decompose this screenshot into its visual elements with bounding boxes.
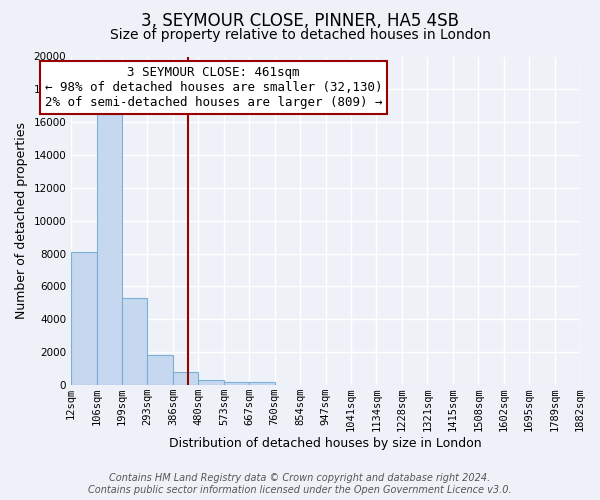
Text: 3 SEYMOUR CLOSE: 461sqm
← 98% of detached houses are smaller (32,130)
2% of semi: 3 SEYMOUR CLOSE: 461sqm ← 98% of detache… bbox=[45, 66, 382, 110]
Bar bbox=[71, 252, 97, 385]
Text: 3, SEYMOUR CLOSE, PINNER, HA5 4SB: 3, SEYMOUR CLOSE, PINNER, HA5 4SB bbox=[141, 12, 459, 30]
Bar bbox=[224, 382, 249, 385]
X-axis label: Distribution of detached houses by size in London: Distribution of detached houses by size … bbox=[169, 437, 482, 450]
Bar bbox=[249, 382, 275, 385]
Bar bbox=[122, 298, 148, 385]
Bar bbox=[97, 114, 122, 385]
Bar bbox=[173, 372, 199, 385]
Bar bbox=[199, 380, 224, 385]
Text: Size of property relative to detached houses in London: Size of property relative to detached ho… bbox=[110, 28, 490, 42]
Bar bbox=[148, 356, 173, 385]
Text: Contains HM Land Registry data © Crown copyright and database right 2024.
Contai: Contains HM Land Registry data © Crown c… bbox=[88, 474, 512, 495]
Y-axis label: Number of detached properties: Number of detached properties bbox=[15, 122, 28, 319]
